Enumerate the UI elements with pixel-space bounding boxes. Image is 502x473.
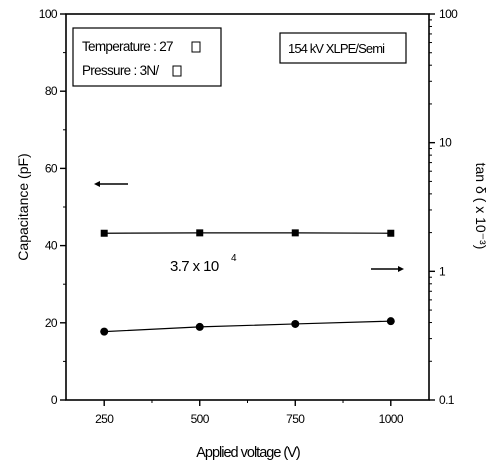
unit-symbol-box bbox=[172, 65, 182, 77]
series-2-point bbox=[100, 327, 109, 336]
x-tick-label: 250 bbox=[95, 412, 114, 426]
value-annotation-base: 3.7 x 10 bbox=[170, 258, 219, 275]
series-2-line bbox=[104, 320, 391, 333]
y-left-tick-label: 20 bbox=[45, 316, 58, 330]
x-tick-label: 500 bbox=[191, 412, 210, 426]
x-tick-label: 1000 bbox=[379, 412, 404, 426]
value-annotation-exponent: 4 bbox=[231, 253, 237, 264]
cable-label: 154 kV XLPE/Semi bbox=[279, 32, 407, 64]
series-2-point bbox=[386, 317, 395, 326]
legend-frame bbox=[72, 27, 222, 87]
left-axis-arrow bbox=[94, 181, 128, 187]
series-2-point bbox=[195, 322, 204, 331]
cable-label-frame bbox=[279, 32, 407, 64]
legend-temperature: Temperature : 27 bbox=[82, 39, 173, 54]
legend-pressure: Pressure : 3N/ bbox=[82, 63, 159, 78]
y-right-tick-label: 100 bbox=[439, 7, 458, 21]
series-1-point bbox=[387, 229, 395, 237]
y-right-tick-label: 1 bbox=[439, 264, 446, 278]
y-right-tick-label: 0.1 bbox=[439, 393, 455, 407]
right-axis-title: tan δ ( x 10⁻³) bbox=[473, 163, 489, 250]
y-left-tick-label: 60 bbox=[45, 161, 58, 175]
y-right-tick-label: 10 bbox=[439, 136, 452, 150]
cable-label-text: 154 kV XLPE/Semi bbox=[288, 41, 385, 56]
value-annotation: 3.7 x 10 4 bbox=[170, 253, 237, 275]
legend-box: Temperature : 27 Pressure : 3N/ bbox=[72, 27, 222, 87]
degree-symbol-box bbox=[191, 41, 201, 53]
y-left-tick-label: 0 bbox=[51, 393, 58, 407]
y-left-tick-label: 100 bbox=[39, 7, 58, 21]
series-1-point bbox=[196, 229, 204, 237]
series-2-point bbox=[291, 319, 300, 328]
x-tick-label: 750 bbox=[286, 412, 305, 426]
y-left-tick-label: 80 bbox=[45, 84, 58, 98]
series-1-point bbox=[100, 229, 108, 237]
y-left-tick-label: 40 bbox=[45, 239, 58, 253]
right-axis-arrow bbox=[371, 266, 404, 272]
x-axis-title: Applied voltage (V) bbox=[196, 445, 300, 461]
series-1-point bbox=[291, 229, 299, 237]
left-axis-title: Capacitance (pF) bbox=[15, 153, 31, 260]
